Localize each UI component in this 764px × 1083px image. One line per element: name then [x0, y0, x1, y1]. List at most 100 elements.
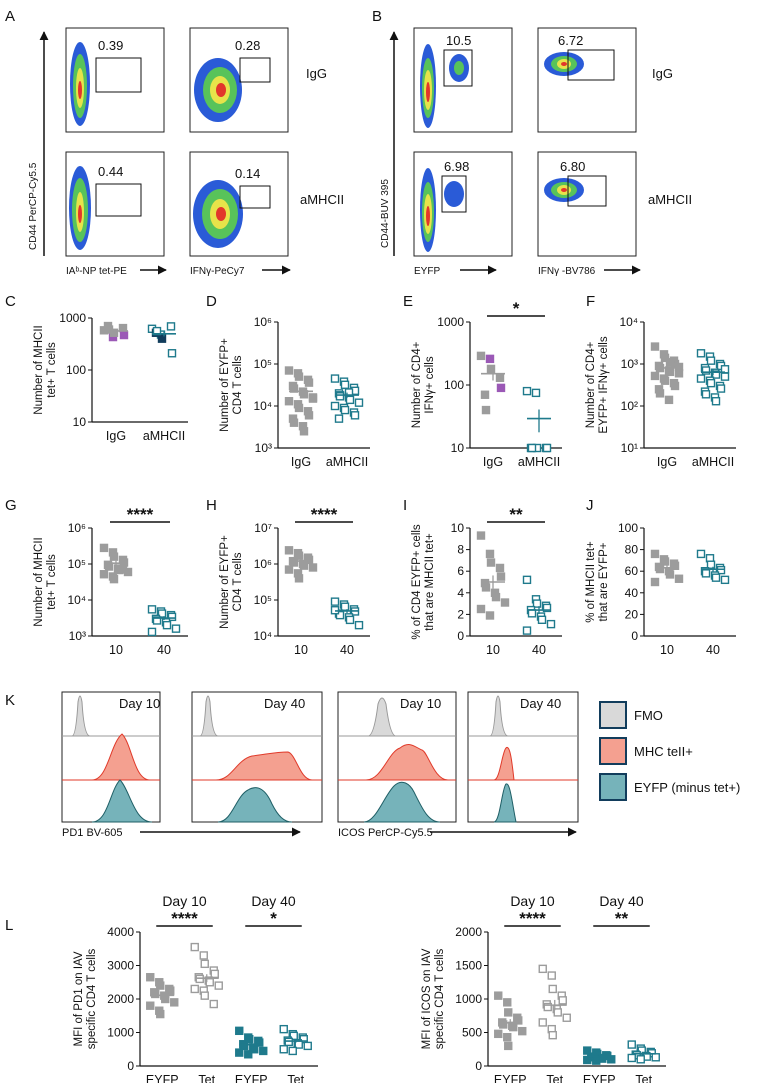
- data-point: [701, 366, 711, 375]
- legend: FMO MHC teII+ EYFP (minus tet+): [599, 701, 740, 801]
- data-point: [167, 349, 177, 358]
- y-axis-label: Number of MHCIItet+ T cells: [33, 325, 58, 414]
- data-point: [495, 563, 505, 573]
- histogram-title: Day 10: [119, 696, 160, 711]
- y-tick-label: 10⁴: [253, 399, 272, 413]
- data-point: [538, 1018, 547, 1027]
- data-point: [210, 969, 219, 979]
- data-point: [674, 362, 684, 372]
- histogram-title: Day 40: [264, 696, 305, 711]
- data-point: [171, 624, 181, 633]
- plot-frame: [537, 151, 637, 257]
- data-point: [330, 374, 340, 383]
- panel-letter-F: F: [586, 293, 595, 310]
- plot-frame: [467, 691, 579, 823]
- y-tick-label: 10: [451, 521, 465, 535]
- data-point: [546, 619, 556, 629]
- x-tick-label: IgG: [106, 429, 126, 443]
- dot-plot-h: 10⁷ 10⁶ 10⁵ 10⁴ Number of EYFP+CD4 T cells 10…: [219, 505, 370, 657]
- data-point: [499, 1020, 508, 1029]
- panel-letter-E: E: [403, 293, 413, 310]
- y-tick-label: 10⁶: [254, 315, 272, 329]
- data-point: [532, 599, 542, 608]
- data-point: [655, 389, 665, 398]
- y-tick-label: 4: [457, 586, 464, 600]
- density-peak: [216, 207, 226, 221]
- y-tick-label: 10¹: [621, 441, 638, 455]
- flow-plot: 6.72: [537, 27, 637, 133]
- data-point: [279, 1024, 288, 1034]
- data-point: [170, 998, 179, 1007]
- significance-stars: ****: [519, 909, 546, 928]
- panel-k: Day 40 Day 10 Day 10 Day 40 PD1 BV-6: [61, 691, 740, 839]
- x-tick-label: 40: [340, 643, 354, 657]
- x-tick-label: EYFP: [235, 1073, 268, 1083]
- gate-value: 6.72: [558, 33, 583, 48]
- y-tick-label: 10³: [621, 357, 638, 371]
- data-point: [152, 616, 162, 625]
- y-axis-label: Number of EYFP+CD4 T cells: [219, 338, 244, 432]
- data-point: [166, 986, 175, 995]
- y-tick-label: 1000: [437, 315, 464, 329]
- gate-value: 0.28: [235, 38, 260, 53]
- histogram-fmo: [71, 695, 91, 737]
- data-point: [558, 996, 567, 1005]
- data-point: [156, 981, 165, 990]
- y-tick-label: 10⁶: [68, 521, 86, 535]
- data-point: [330, 597, 340, 606]
- data-point: [503, 998, 512, 1007]
- histogram-title: Day 40: [520, 696, 561, 711]
- y-tick-label: 10⁷: [254, 521, 272, 535]
- x-axis-label: EYFP: [414, 266, 440, 277]
- dot-plot-c: 1000 100 10 Number of MHCIItet+ T cells IgG a…: [33, 311, 188, 443]
- significance-stars: *: [513, 299, 520, 318]
- significance-stars: ****: [127, 505, 154, 524]
- data-point: [299, 427, 309, 436]
- histogram-mhc-tet: [215, 751, 313, 781]
- group-label: Day 40: [599, 893, 644, 909]
- data-point: [500, 598, 510, 607]
- data-point: [696, 349, 706, 358]
- legend-swatch-mhc: [599, 737, 627, 765]
- density-peak: [561, 62, 567, 66]
- significance-stars: **: [509, 505, 523, 524]
- group-label-amhcii: aMHCII: [648, 192, 692, 207]
- y-tick-label: 0: [475, 1059, 482, 1073]
- gate-value: 6.80: [560, 159, 585, 174]
- data-point: [304, 378, 314, 387]
- panel-letter-D: D: [206, 293, 217, 310]
- data-point: [166, 322, 176, 331]
- data-point: [547, 971, 556, 980]
- data-point: [650, 371, 660, 381]
- x-tick-label: aMHCII: [326, 455, 368, 469]
- data-point: [660, 376, 670, 385]
- gate: [239, 57, 271, 83]
- histogram-panel: Day 40: [191, 691, 323, 823]
- x-tick-label: 40: [157, 643, 171, 657]
- x-tick-label: IgG: [291, 455, 311, 469]
- density-peak: [216, 83, 226, 97]
- data-point: [674, 574, 684, 583]
- data-point: [190, 984, 199, 994]
- panel-letter-L: L: [5, 917, 13, 934]
- data-point: [259, 1046, 268, 1056]
- y-tick-label: 100: [618, 521, 638, 535]
- data-point: [255, 1038, 264, 1047]
- x-axis-label: IAᵇ-NP tet-PE: [66, 266, 127, 277]
- data-point: [670, 561, 680, 570]
- data-point: [109, 574, 119, 584]
- x-tick-label: EYFP: [146, 1073, 179, 1083]
- y-tick-label: 10⁴: [619, 315, 638, 329]
- x-tick-label: IgG: [483, 455, 503, 469]
- x-tick-label: 10: [109, 643, 123, 657]
- gate-value: 0.39: [98, 38, 123, 53]
- data-point: [157, 334, 167, 343]
- data-point: [304, 411, 314, 420]
- y-tick-label: 4000: [107, 925, 134, 939]
- data-point: [651, 1053, 660, 1062]
- data-point: [244, 1050, 253, 1059]
- x-tick-label: aMHCII: [518, 455, 560, 469]
- data-point: [190, 942, 199, 952]
